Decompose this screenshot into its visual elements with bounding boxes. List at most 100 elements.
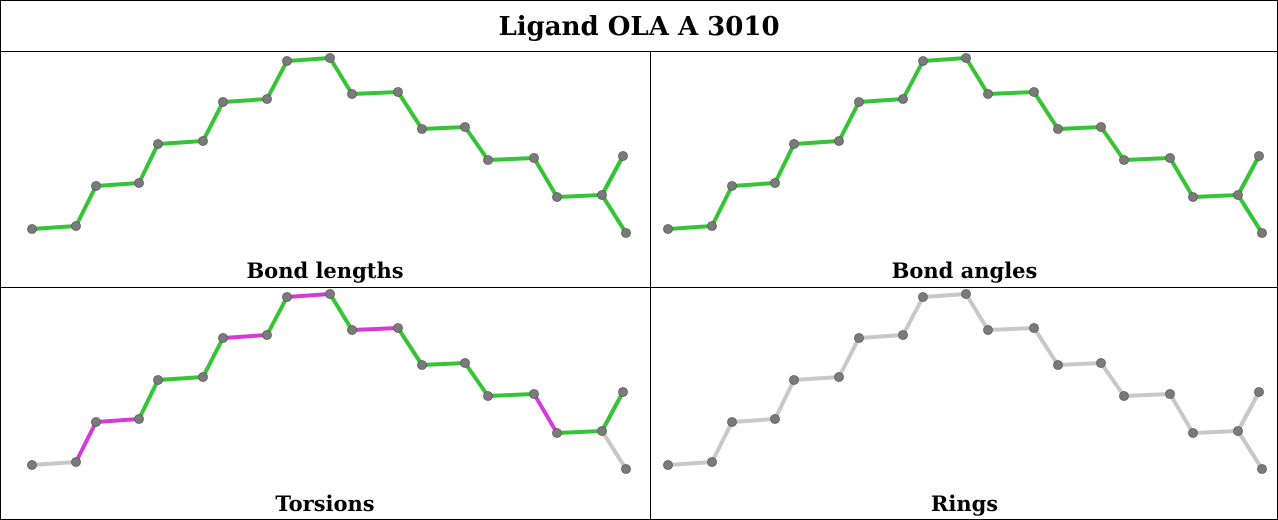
atom-bond-angles-2 [707,221,717,231]
atom-bond-lengths-19 [618,151,628,161]
bond-bond-lengths-3 [94,181,141,188]
molecule-torsions [27,289,631,474]
bond-torsions-12 [396,326,424,367]
column-divider [650,51,651,520]
caption-rings: Rings [930,491,999,516]
atom-rings-9 [918,292,928,302]
atom-rings-18 [1233,426,1243,436]
bond-rings-7 [857,333,905,340]
panel-torsions: Torsions [0,288,650,520]
atom-rings-17 [1188,428,1198,438]
atom-torsions-19 [618,387,628,397]
bond-torsions-9 [285,292,332,299]
atom-bond-angles-16 [1165,153,1175,163]
atom-bond-angles-1 [663,224,673,234]
atom-bond-angles-3 [727,181,737,191]
bond-rings-11 [986,326,1036,332]
atom-bond-angles-18 [1233,190,1243,200]
bond-bond-lengths-11 [350,90,400,96]
atom-bond-angles-7 [854,97,864,107]
atom-rings-2 [707,457,717,467]
atom-bond-angles-10 [961,53,971,63]
bond-bond-angles-13 [1056,125,1103,131]
atom-bond-lengths-3 [91,181,101,191]
atom-torsions-2 [71,457,81,467]
bond-bond-lengths-14 [463,125,490,162]
bond-bond-lengths-5 [156,139,205,146]
atom-rings-12 [1029,323,1039,333]
caption-torsions: Torsions [275,491,375,516]
bond-torsions-6 [201,336,225,379]
bond-torsions-19 [600,390,625,433]
atom-torsions-3 [91,417,101,427]
atom-bond-angles-13 [1053,124,1063,134]
atom-bond-lengths-15 [483,155,493,165]
atom-rings-15 [1119,391,1129,401]
atom-bond-angles-14 [1096,122,1106,132]
atom-bond-angles-9 [918,56,928,66]
atom-bond-angles-17 [1188,192,1198,202]
atom-bond-lengths-11 [347,89,357,99]
atom-bond-angles-19 [1254,151,1264,161]
atom-bond-lengths-12 [393,87,403,97]
atom-bond-angles-5 [789,139,799,149]
bond-bond-angles-17 [1191,193,1240,199]
atom-bond-lengths-7 [218,97,228,107]
atom-rings-20 [1257,464,1267,474]
bond-bond-angles-8 [901,59,925,101]
bond-rings-2 [710,420,734,464]
bond-bond-angles-15 [1122,156,1172,162]
atom-bond-angles-8 [898,94,908,104]
atom-bond-lengths-9 [282,56,292,66]
bond-bond-lengths-8 [265,59,289,101]
atom-bond-lengths-13 [417,124,427,134]
bond-bond-lengths-17 [555,193,604,199]
bond-bond-angles-5 [792,139,841,146]
atom-torsions-17 [552,428,562,438]
atom-bond-angles-4 [770,178,780,188]
atom-bond-angles-20 [1257,228,1267,238]
bond-bond-lengths-7 [221,97,269,104]
bond-bond-angles-20 [1236,193,1264,235]
atom-torsions-12 [393,323,403,333]
atom-rings-8 [898,330,908,340]
bond-torsions-16 [532,392,559,435]
bond-bond-angles-6 [837,100,861,143]
figure-title: Ligand OLA A 3010 [498,12,780,42]
atom-torsions-10 [325,289,335,299]
bond-bond-lengths-9 [285,56,332,63]
bond-rings-4 [773,378,796,421]
bond-rings-17 [1191,429,1240,435]
atom-rings-4 [770,414,780,424]
bond-torsions-14 [463,361,490,398]
bond-torsions-1 [30,460,78,467]
bond-torsions-2 [74,420,98,464]
atom-bond-lengths-5 [153,139,163,149]
atom-bond-angles-15 [1119,155,1129,165]
bond-bond-lengths-10 [328,56,354,96]
atom-torsions-13 [417,360,427,370]
atom-bond-lengths-4 [134,178,144,188]
bond-bond-angles-11 [986,90,1036,96]
atom-torsions-7 [218,333,228,343]
bond-bond-angles-12 [1032,90,1060,131]
atom-bond-lengths-10 [325,53,335,63]
atom-rings-11 [983,325,993,335]
bond-bond-lengths-1 [30,224,78,231]
bond-bond-angles-1 [666,224,714,231]
atom-rings-19 [1254,387,1264,397]
bond-bond-angles-14 [1099,125,1126,162]
atom-torsions-14 [460,358,470,368]
atom-rings-1 [663,460,673,470]
bond-torsions-13 [420,361,467,367]
bond-rings-20 [1236,429,1264,471]
bond-rings-16 [1168,392,1195,435]
bond-bond-angles-7 [857,97,905,104]
bond-bond-angles-4 [773,142,796,185]
atom-bond-lengths-16 [529,153,539,163]
panel-bond-lengths: Bond lengths [0,52,650,287]
bond-torsions-15 [486,392,536,398]
bond-torsions-4 [137,378,160,421]
bond-bond-lengths-13 [420,125,467,131]
atom-rings-16 [1165,389,1175,399]
